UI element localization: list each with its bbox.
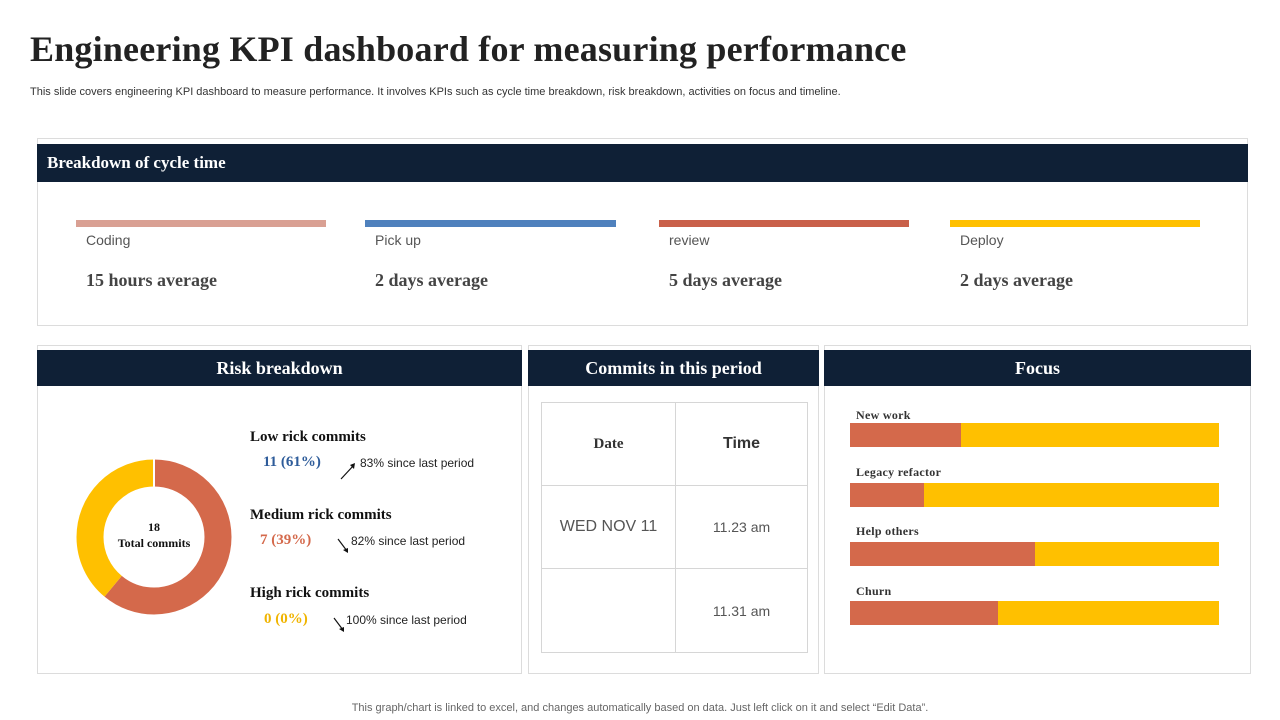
focus-header: Focus — [824, 350, 1251, 386]
focus-heading: Focus — [1015, 357, 1060, 378]
low-risk-count: 11 (61%) — [263, 454, 321, 470]
review-bar — [659, 220, 909, 227]
commit-date-cell — [541, 568, 676, 653]
medium-risk-title: Medium rick commits — [250, 507, 392, 523]
focus-bar-secondary-segment — [997, 601, 1219, 625]
risk-header: Risk breakdown — [37, 350, 522, 386]
commit-time-cell: 11.31 am — [675, 568, 808, 653]
footer-note: This graph/chart is linked to excel, and… — [351, 702, 929, 714]
total-commits-label: Total commits — [117, 536, 191, 550]
focus-bar-help-others[interactable] — [850, 542, 1219, 566]
cycle-time-header: Breakdown of cycle time — [37, 144, 1248, 182]
deploy-label: Deploy — [960, 232, 1004, 248]
focus-label-churn: Churn — [856, 584, 892, 598]
time-column-header: Time — [675, 402, 808, 486]
commits-header: Commits in this period — [528, 350, 819, 386]
focus-bar-new-work[interactable] — [850, 423, 1219, 447]
focus-label-legacy-refactor: Legacy refactor — [856, 465, 942, 479]
focus-label-help-others: Help others — [856, 524, 919, 538]
page-title: Engineering KPI dashboard for measuring … — [30, 29, 907, 69]
risk-donut-chart[interactable] — [75, 458, 233, 616]
low-risk-title: Low rick commits — [250, 429, 366, 445]
medium-risk-trend: 82% since last period — [351, 534, 466, 548]
focus-label-new-work: New work — [856, 408, 911, 422]
review-value: 5 days average — [669, 270, 782, 290]
review-label: review — [669, 232, 710, 248]
focus-bar-secondary-segment — [923, 483, 1219, 507]
focus-bar-churn[interactable] — [850, 601, 1219, 625]
focus-bar-primary-segment — [850, 423, 961, 447]
focus-bar-primary-segment — [850, 601, 998, 625]
commit-time-cell: 11.23 am — [675, 485, 808, 569]
focus-bar-secondary-segment — [960, 423, 1219, 447]
pickup-label: Pick up — [375, 232, 421, 248]
medium-risk-count: 7 (39%) — [260, 532, 312, 548]
risk-heading: Risk breakdown — [216, 357, 343, 378]
high-risk-title: High rick commits — [250, 585, 370, 601]
down-arrow-icon — [333, 617, 344, 632]
focus-bar-legacy-refactor[interactable] — [850, 483, 1219, 507]
commits-heading: Commits in this period — [585, 357, 762, 378]
low-risk-trend: 83% since last period — [360, 456, 475, 470]
high-risk-trend: 100% since last period — [346, 613, 467, 627]
focus-bar-secondary-segment — [1034, 542, 1219, 566]
date-column-header: Date — [541, 402, 676, 486]
table-row: 11.31 am — [541, 568, 808, 653]
page-subtitle: This slide covers engineering KPI dashbo… — [30, 86, 841, 98]
risk-panel — [37, 345, 522, 674]
commit-date-cell: WED NOV 11 — [541, 485, 676, 569]
table-row: WED NOV 11 11.23 am — [541, 485, 808, 569]
high-risk-count: 0 (0%) — [264, 611, 308, 627]
deploy-value: 2 days average — [960, 270, 1073, 290]
pickup-bar — [365, 220, 616, 227]
up-arrow-icon — [340, 463, 355, 480]
total-commits-count: 18 — [148, 520, 160, 534]
down-arrow-icon — [337, 538, 348, 553]
donut-center-label: 18 Total commits — [104, 519, 204, 551]
table-header-row: Date Time — [541, 402, 808, 486]
commits-table: Date Time WED NOV 11 11.23 am 11.31 am — [541, 402, 808, 653]
focus-bar-primary-segment — [850, 542, 1035, 566]
coding-label: Coding — [86, 232, 131, 248]
coding-bar — [76, 220, 326, 227]
coding-value: 15 hours average — [86, 270, 217, 290]
cycle-time-heading: Breakdown of cycle time — [47, 153, 226, 172]
deploy-bar — [950, 220, 1200, 227]
focus-bar-primary-segment — [850, 483, 924, 507]
pickup-value: 2 days average — [375, 270, 488, 290]
